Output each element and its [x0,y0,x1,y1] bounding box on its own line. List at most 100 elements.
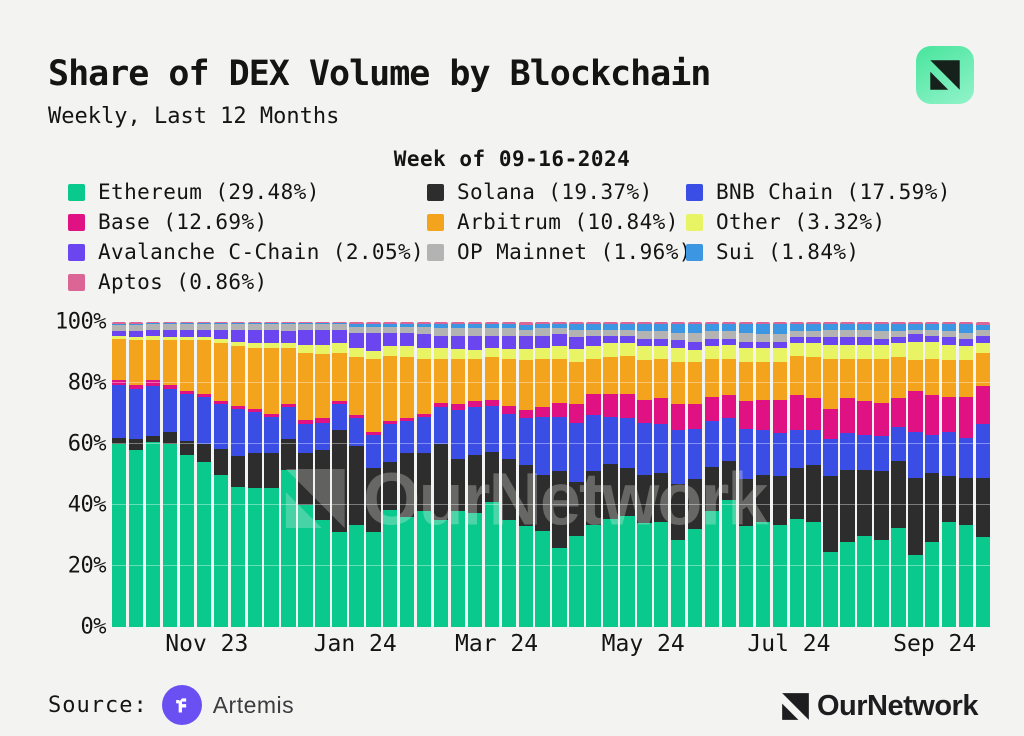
ournetwork-badge-icon [916,46,974,104]
week-bar [484,322,500,627]
bar-segment-other [755,347,771,362]
bar-segment-base [128,384,144,390]
bar-segment-sui [704,323,720,332]
artemis-name: Artemis [212,691,295,718]
bar-segment-arbitrum [874,358,889,403]
bar-segment-op-mainnet [772,334,787,342]
bar-segment-sui [128,323,144,326]
bar-segment-aptos [399,322,415,324]
bar-segment-op-mainnet [891,331,906,338]
bar-segment-avalanche-c-chain [162,329,178,338]
legend-item-sui: Sui (1.84%) [686,237,951,267]
bar-segment-bnb-chain [620,418,635,469]
legend-column: Solana (19.37%) Arbitrum (10.84%) OP Mainn… [427,177,692,267]
bar-segment-arbitrum [586,358,601,394]
bar-segment-sui [281,322,296,324]
legend-item-other: Other (3.32%) [686,207,951,237]
bar-segment-base [383,421,398,425]
bar-segment-arbitrum [247,347,262,409]
bar-segment-arbitrum [755,361,771,400]
bar-segment-base [789,395,804,431]
bar-segment-avalanche-c-chain [535,335,550,348]
bar-segment-aptos [332,322,347,323]
bar-segment-other [366,351,381,359]
week-bar [857,322,872,627]
bar-segment-solana [654,472,669,522]
bar-segment-base [891,398,906,428]
page-title: Share of DEX Volume by Blockchain [48,54,711,94]
bar-segment-base [925,395,940,435]
bar-segment-avalanche-c-chain [399,332,415,347]
bar-segment-base [908,390,923,432]
bar-segment-solana [840,469,855,542]
bar-segment-op-mainnet [670,332,686,341]
bar-segment-solana [230,456,245,487]
bar-segment-solana [501,459,516,521]
bar-segment-avalanche-c-chain [298,329,313,345]
bar-segment-ethereum [416,511,432,627]
bar-segment-avalanche-c-chain [857,337,872,345]
bar-segment-sui [315,322,330,324]
bar-segment-other [552,346,567,359]
bar-segment-solana [518,465,533,527]
bar-segment-bnb-chain [586,415,601,472]
bar-segment-other [925,341,940,359]
bar-segment-solana [399,453,415,518]
bar-segment-solana [975,478,991,538]
bar-segment-sui [230,322,245,324]
bar-segment-ethereum [772,524,787,627]
bar-segment-avalanche-c-chain [264,329,279,344]
bar-segment-op-mainnet [162,323,178,330]
bar-segment-aptos [383,322,398,324]
bar-segment-bnb-chain [535,416,550,475]
bar-segment-ethereum [941,521,957,627]
bar-segment-ethereum [399,517,415,627]
week-bar [433,322,449,627]
bar-segment-sui [162,322,178,324]
bar-segment-arbitrum [315,354,330,419]
bar-segment-op-mainnet [383,326,398,333]
bar-segment-sui [383,323,398,327]
bar-segment-aptos [112,322,127,324]
week-bar [450,322,466,627]
bar-segment-aptos [484,322,500,324]
x-tick-label: May 24 [601,631,685,657]
bar-segment-aptos [806,322,821,324]
bar-segment-solana [145,436,161,443]
bar-segment-ethereum [891,527,906,627]
bar-segment-other [569,349,584,362]
bar-segment-ethereum [247,488,262,627]
legend-label: Avalanche C-Chain (2.05%) [98,240,425,264]
bar-segment-ethereum [958,524,974,627]
bar-segment-aptos [772,322,787,324]
bar-segment-avalanche-c-chain [315,329,330,345]
bar-segment-sui [823,323,838,330]
bar-segment-sui [484,323,500,329]
bar-segment-avalanche-c-chain [670,340,686,348]
bar-segment-bnb-chain [941,431,957,477]
bar-segment-base [145,379,161,387]
bar-segment-bnb-chain [230,408,245,457]
bar-segment-bnb-chain [891,427,906,461]
bar-segment-other [128,337,144,341]
bar-segment-arbitrum [366,358,381,432]
bar-segment-solana [196,444,212,463]
week-bar [247,322,262,627]
bar-segment-avalanche-c-chain [467,335,483,350]
bar-segment-arbitrum [857,358,872,402]
bar-segment-solana [721,460,737,501]
bar-segment-op-mainnet [332,323,347,330]
bar-segment-solana [332,430,347,533]
bar-segment-ethereum [755,521,771,627]
bar-segment-aptos [654,322,669,324]
bar-segment-solana [670,483,686,541]
week-bar [145,322,161,627]
bar-segment-bnb-chain [332,404,347,431]
bar-segment-bnb-chain [467,407,483,455]
legend-label: Arbitrum (10.84%) [457,210,679,234]
bar-segment-other [891,343,906,358]
bar-segment-aptos [823,322,838,324]
legend-column: Ethereum (29.48%) Base (12.69%) Avalanche … [68,177,424,297]
bar-segment-arbitrum [349,357,364,416]
bar-segment-sui [687,323,703,333]
